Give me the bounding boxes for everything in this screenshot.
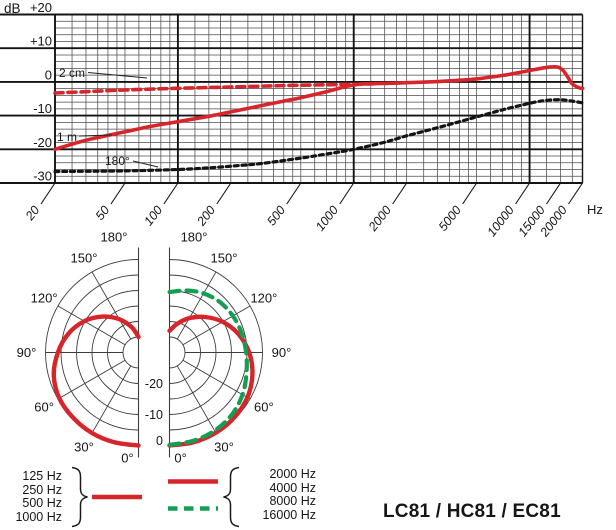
- polar-radial-line: [91, 271, 132, 340]
- polar-radial-line: [182, 305, 251, 346]
- freq-tick-label: 200: [194, 203, 219, 229]
- response-curve-2-cm: [53, 82, 376, 95]
- polar-angle-label: 120°: [250, 291, 277, 306]
- polar-angle-label: 0°: [121, 450, 133, 465]
- polar-radial-line: [176, 365, 217, 434]
- polar-angle-label: 150°: [211, 251, 238, 266]
- legend-brace-left: [71, 466, 88, 528]
- legend-item: 16000 Hz: [262, 507, 316, 522]
- polar-db-label: 0: [156, 434, 163, 448]
- legend-item: 8000 Hz: [269, 494, 316, 508]
- db-axis-label: -20: [33, 135, 52, 150]
- polar-radial-line: [182, 359, 251, 400]
- polar-angle-label: 90°: [17, 345, 37, 360]
- polar-disc-right: 0° 30° 60° 90° 120° 150°180°: [167, 230, 292, 465]
- polar-curve-8000-16000-hz: [167, 288, 249, 447]
- axis-tick: [462, 182, 478, 205]
- legend-item: 1000 Hz: [15, 509, 62, 524]
- polar-ring: [122, 336, 139, 369]
- db-axis-label: +20: [30, 0, 52, 15]
- polar-angle-label: 150°: [71, 251, 98, 266]
- polar-angle-label: 180°: [101, 230, 128, 245]
- legend-low-frequency-group: 125 Hz 250 Hz 500 Hz 1000 Hz: [6, 469, 62, 524]
- curve-label-leader: [78, 134, 113, 137]
- freq-tick-label: 100: [141, 203, 165, 228]
- legend-item: 4000 Hz: [269, 480, 316, 495]
- polar-db-label: -20: [145, 377, 163, 391]
- polar-angle-label: 180°: [181, 230, 208, 245]
- axis-tick: [392, 182, 408, 205]
- model-name: LC81 / HC81 / EC81: [383, 501, 561, 522]
- polar-db-label: -10: [145, 408, 163, 422]
- db-axis-label: -30: [33, 169, 52, 184]
- axis-tick: [163, 182, 179, 205]
- curve-label: 2 cm: [59, 66, 85, 80]
- axis-tick: [110, 182, 126, 205]
- legend-brace-right: [223, 466, 240, 528]
- frequency-response-chart: +20 +10 0 -10 -20 -30 20 50 100 200 500 1000 2000 500…: [0, 0, 585, 240]
- polar-curve-2000-4000-hz: [167, 314, 255, 448]
- axis-tick: [546, 182, 561, 205]
- freq-tick-label: 1000: [313, 203, 341, 234]
- freq-tick-label: 2000: [365, 203, 394, 234]
- legend-item: 125 Hz: [22, 469, 62, 483]
- freq-tick-label: 500: [264, 203, 288, 228]
- polar-angle-label: 90°: [272, 345, 292, 360]
- polar-pattern-chart: 0°30°60°90°120°150°180°0°30°60°90°120°15…: [17, 230, 292, 466]
- db-axis-label: 0: [45, 67, 52, 82]
- axis-tick: [216, 182, 232, 205]
- polar-angle-label: 60°: [34, 400, 54, 415]
- legend-item: 2000 Hz: [269, 467, 316, 481]
- freq-tick-label: 20: [22, 203, 42, 223]
- polar-angle-label: 0°: [174, 450, 186, 465]
- curve-label-leader: [87, 72, 148, 79]
- db-axis-label: +10: [30, 34, 52, 49]
- polar-angle-label: 30°: [214, 439, 234, 454]
- axis-tick: [40, 182, 56, 205]
- freq-tick-label: 10000: [484, 203, 516, 239]
- polar-angle-label: 60°: [254, 400, 274, 415]
- polar-angle-label: 30°: [74, 439, 94, 454]
- axis-tick: [339, 182, 355, 205]
- axis-tick: [568, 182, 583, 205]
- legend-item: 500 Hz: [22, 496, 62, 510]
- response-curve-180-: [53, 98, 585, 174]
- polar-ring: [169, 336, 186, 369]
- legend-graphics: [71, 466, 240, 528]
- polar-curve-125-1000-hz: [51, 314, 141, 448]
- polar-radial-line: [57, 305, 126, 346]
- polar-disc-left: 0° 30° 60° 90° 120° 150°180°: [17, 230, 141, 465]
- polar-angle-label: 120°: [31, 291, 58, 306]
- curve-label: 180°: [105, 154, 130, 168]
- freq-tick-label: 50: [93, 203, 113, 223]
- curve-label-leader: [132, 160, 159, 168]
- freq-tick-label: 5000: [436, 203, 464, 234]
- polar-radial-line: [57, 359, 126, 400]
- axis-tick: [286, 182, 302, 205]
- polar-radial-line: [176, 271, 217, 340]
- legend-item: 250 Hz: [22, 482, 62, 497]
- polar-radial-line: [91, 365, 132, 434]
- db-unit-label: dB: [4, 1, 21, 16]
- response-curve-1-m: [53, 64, 585, 152]
- hz-unit-label: Hz: [587, 202, 603, 217]
- axis-tick: [515, 182, 531, 205]
- curve-label: 1 m: [57, 130, 77, 144]
- db-axis-label: -10: [33, 101, 52, 116]
- legend-high-frequency-group: 2000 Hz 4000 Hz 8000 Hz 16000 Hz: [240, 467, 316, 522]
